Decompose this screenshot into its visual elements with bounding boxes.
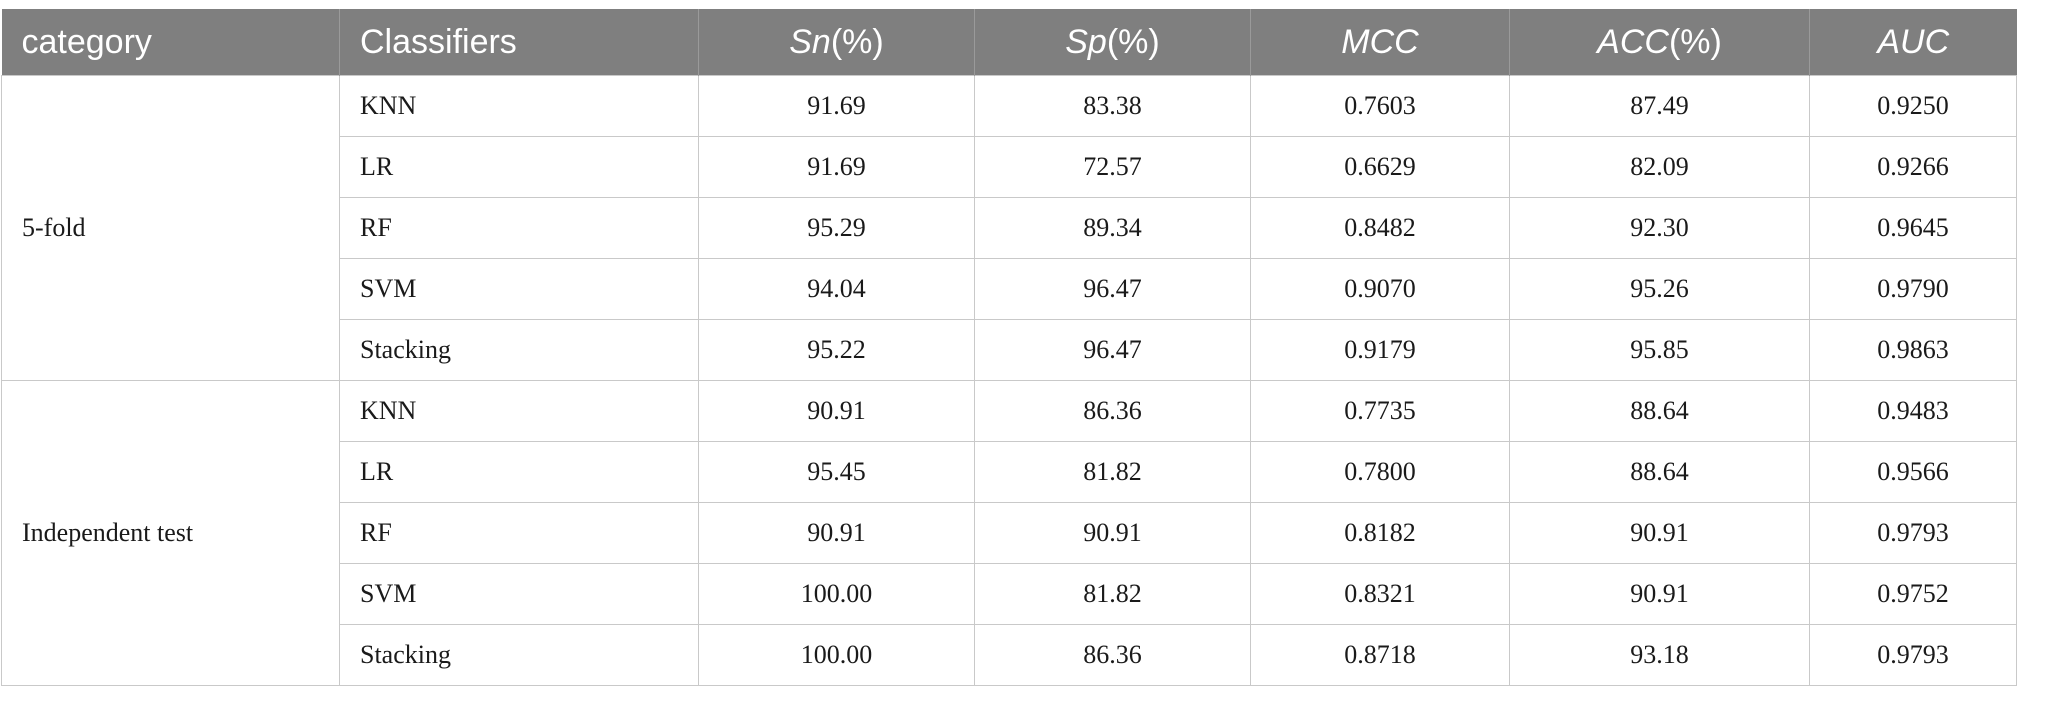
auc-cell: 0.9483 xyxy=(1809,380,2017,442)
classifier-cell: KNN xyxy=(339,75,699,137)
sp-cell: 86.36 xyxy=(974,380,1251,442)
classifier-cell: SVM xyxy=(339,563,699,625)
sp-cell: 81.82 xyxy=(974,441,1251,503)
header-auc-main: AUC xyxy=(1877,22,1950,61)
acc-cell: 90.91 xyxy=(1509,563,1810,625)
category-cell: 5-fold xyxy=(1,75,340,381)
table-row: Stacking 100.00 86.36 0.8718 93.18 0.979… xyxy=(2,624,2017,686)
category-cell: Independent test xyxy=(1,380,340,686)
table-row: 5-fold KNN 91.69 83.38 0.7603 87.49 0.92… xyxy=(1,75,2017,381)
table-row: SVM 94.04 96.47 0.9070 95.26 0.9790 xyxy=(2,258,2017,320)
sn-cell: 95.29 xyxy=(698,197,975,259)
classifier-cell: RF xyxy=(339,502,699,564)
header-sp: Sp(%) xyxy=(974,9,1251,76)
table-row: Stacking 95.22 96.47 0.9179 95.85 0.9863 xyxy=(2,319,2017,381)
table-row: Independent test KNN 90.91 86.36 0.7735 … xyxy=(1,380,2017,686)
auc-cell: 0.9266 xyxy=(1809,136,2017,198)
sn-cell: 100.00 xyxy=(698,563,975,625)
header-classifiers: Classifiers xyxy=(339,9,699,76)
table-row: SVM 100.00 81.82 0.8321 90.91 0.9752 xyxy=(2,563,2017,625)
acc-cell: 88.64 xyxy=(1509,380,1810,442)
mcc-cell: 0.7800 xyxy=(1250,441,1510,503)
auc-cell: 0.9250 xyxy=(1809,75,2017,137)
header-sp-main: Sp xyxy=(1065,22,1107,61)
auc-cell: 0.9752 xyxy=(1809,563,2017,625)
acc-cell: 92.30 xyxy=(1509,197,1810,259)
table-header: category Classifiers Sn(%) Sp(%) MCC ACC… xyxy=(1,9,2017,76)
mcc-cell: 0.8321 xyxy=(1250,563,1510,625)
header-sp-unit: (%) xyxy=(1106,22,1160,61)
header-mcc: MCC xyxy=(1250,9,1510,76)
auc-cell: 0.9645 xyxy=(1809,197,2017,259)
header-sn: Sn(%) xyxy=(698,9,975,76)
header-sn-unit: (%) xyxy=(830,22,884,61)
sn-cell: 100.00 xyxy=(698,624,975,686)
acc-cell: 93.18 xyxy=(1509,624,1810,686)
classifier-cell: SVM xyxy=(339,258,699,320)
header-acc-main: ACC xyxy=(1597,22,1669,61)
sp-cell: 90.91 xyxy=(974,502,1251,564)
mcc-cell: 0.9070 xyxy=(1250,258,1510,320)
header-row: category Classifiers Sn(%) Sp(%) MCC ACC… xyxy=(1,9,2017,76)
auc-cell: 0.9790 xyxy=(1809,258,2017,320)
classifier-cell: Stacking xyxy=(339,319,699,381)
mcc-cell: 0.9179 xyxy=(1250,319,1510,381)
acc-cell: 95.85 xyxy=(1509,319,1810,381)
sn-cell: 94.04 xyxy=(698,258,975,320)
classifier-cell: LR xyxy=(339,136,699,198)
table-row: LR 95.45 81.82 0.7800 88.64 0.9566 xyxy=(2,441,2017,503)
mcc-cell: 0.7603 xyxy=(1250,75,1510,137)
acc-cell: 82.09 xyxy=(1509,136,1810,198)
sn-cell: 95.45 xyxy=(698,441,975,503)
acc-cell: 90.91 xyxy=(1509,502,1810,564)
sp-cell: 96.47 xyxy=(974,319,1251,381)
header-mcc-main: MCC xyxy=(1341,22,1419,61)
table-body: 5-fold KNN 91.69 83.38 0.7603 87.49 0.92… xyxy=(1,75,2017,686)
sn-cell: 91.69 xyxy=(698,136,975,198)
header-acc-unit: (%) xyxy=(1668,22,1722,61)
acc-cell: 95.26 xyxy=(1509,258,1810,320)
sp-cell: 86.36 xyxy=(974,624,1251,686)
classifier-cell: RF xyxy=(339,197,699,259)
sp-cell: 83.38 xyxy=(974,75,1251,137)
mcc-cell: 0.6629 xyxy=(1250,136,1510,198)
classifier-cell: KNN xyxy=(339,380,699,442)
auc-cell: 0.9566 xyxy=(1809,441,2017,503)
classifier-cell: Stacking xyxy=(339,624,699,686)
mcc-cell: 0.8182 xyxy=(1250,502,1510,564)
sn-cell: 90.91 xyxy=(698,502,975,564)
mcc-cell: 0.7735 xyxy=(1250,380,1510,442)
mcc-cell: 0.8482 xyxy=(1250,197,1510,259)
sn-cell: 95.22 xyxy=(698,319,975,381)
auc-cell: 0.9793 xyxy=(1809,624,2017,686)
header-category: category xyxy=(1,9,340,76)
mcc-cell: 0.8718 xyxy=(1250,624,1510,686)
sn-cell: 91.69 xyxy=(698,75,975,137)
table-row: RF 95.29 89.34 0.8482 92.30 0.9645 xyxy=(2,197,2017,259)
classifier-cell: LR xyxy=(339,441,699,503)
sp-cell: 96.47 xyxy=(974,258,1251,320)
auc-cell: 0.9863 xyxy=(1809,319,2017,381)
table-row: RF 90.91 90.91 0.8182 90.91 0.9793 xyxy=(2,502,2017,564)
header-sn-main: Sn xyxy=(789,22,831,61)
results-table: category Classifiers Sn(%) Sp(%) MCC ACC… xyxy=(1,9,2017,686)
sp-cell: 72.57 xyxy=(974,136,1251,198)
header-auc: AUC xyxy=(1809,9,2017,76)
auc-cell: 0.9793 xyxy=(1809,502,2017,564)
sn-cell: 90.91 xyxy=(698,380,975,442)
sp-cell: 81.82 xyxy=(974,563,1251,625)
sp-cell: 89.34 xyxy=(974,197,1251,259)
acc-cell: 87.49 xyxy=(1509,75,1810,137)
header-acc: ACC(%) xyxy=(1509,9,1810,76)
acc-cell: 88.64 xyxy=(1509,441,1810,503)
